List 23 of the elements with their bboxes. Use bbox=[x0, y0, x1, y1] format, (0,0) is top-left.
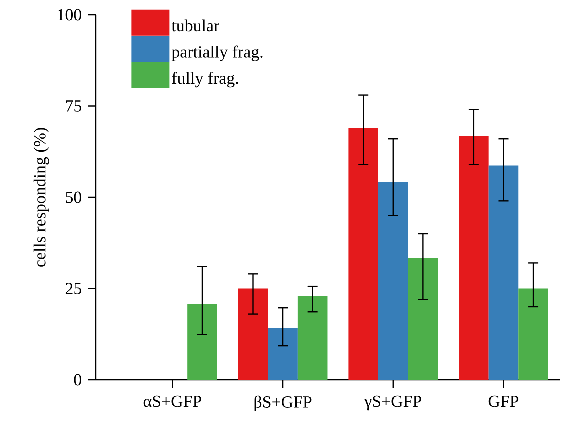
y-tick-label: 100 bbox=[58, 9, 82, 21]
y-tick-label: 25 bbox=[66, 283, 82, 294]
bar bbox=[459, 136, 489, 380]
x-tick-label: βS+GFP bbox=[254, 396, 312, 412]
bar bbox=[408, 258, 438, 380]
bar bbox=[518, 288, 548, 380]
y-tick-label: 75 bbox=[66, 100, 82, 112]
y-tick-label: 50 bbox=[66, 192, 82, 204]
legend-label: fully frag. bbox=[172, 72, 238, 88]
y-axis-title: cells responding (%) bbox=[34, 128, 50, 267]
legend-label: tubular bbox=[172, 20, 220, 32]
x-tick-label: GFP bbox=[488, 396, 519, 408]
y-tick-label: 0 bbox=[74, 374, 82, 386]
legend-label: partially frag. bbox=[172, 46, 263, 62]
bar bbox=[378, 182, 408, 380]
bar bbox=[268, 328, 298, 380]
bar bbox=[238, 288, 268, 380]
x-tick-label: γS+GFP bbox=[364, 396, 422, 411]
x-tick-label: αS+GFP bbox=[144, 396, 202, 408]
bar bbox=[488, 166, 519, 380]
bar bbox=[348, 128, 378, 380]
bar bbox=[298, 296, 328, 380]
bar bbox=[188, 304, 218, 380]
